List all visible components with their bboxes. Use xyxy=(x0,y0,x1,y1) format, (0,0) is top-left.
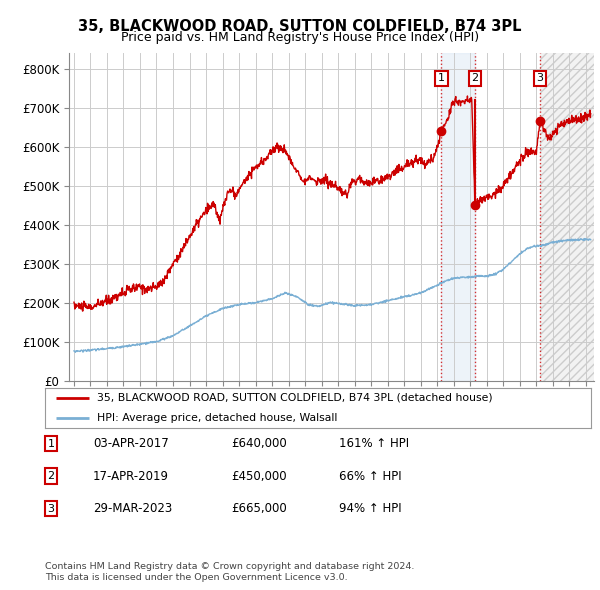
Text: 3: 3 xyxy=(47,504,55,513)
Text: 1: 1 xyxy=(47,439,55,448)
Text: 94% ↑ HPI: 94% ↑ HPI xyxy=(339,502,401,515)
Text: 161% ↑ HPI: 161% ↑ HPI xyxy=(339,437,409,450)
Text: £640,000: £640,000 xyxy=(231,437,287,450)
Text: 17-APR-2019: 17-APR-2019 xyxy=(93,470,169,483)
Bar xyxy=(540,53,594,381)
Text: 29-MAR-2023: 29-MAR-2023 xyxy=(93,502,172,515)
Text: HPI: Average price, detached house, Walsall: HPI: Average price, detached house, Wals… xyxy=(97,413,337,422)
Text: 1: 1 xyxy=(438,73,445,83)
Bar xyxy=(540,53,594,381)
Text: This data is licensed under the Open Government Licence v3.0.: This data is licensed under the Open Gov… xyxy=(45,572,347,582)
Text: Price paid vs. HM Land Registry's House Price Index (HPI): Price paid vs. HM Land Registry's House … xyxy=(121,31,479,44)
Text: 35, BLACKWOOD ROAD, SUTTON COLDFIELD, B74 3PL: 35, BLACKWOOD ROAD, SUTTON COLDFIELD, B7… xyxy=(78,19,522,34)
Text: £450,000: £450,000 xyxy=(231,470,287,483)
Text: 2: 2 xyxy=(47,471,55,481)
Text: 66% ↑ HPI: 66% ↑ HPI xyxy=(339,470,401,483)
Text: Contains HM Land Registry data © Crown copyright and database right 2024.: Contains HM Land Registry data © Crown c… xyxy=(45,562,415,571)
Text: 35, BLACKWOOD ROAD, SUTTON COLDFIELD, B74 3PL (detached house): 35, BLACKWOOD ROAD, SUTTON COLDFIELD, B7… xyxy=(97,393,493,402)
Text: £665,000: £665,000 xyxy=(231,502,287,515)
Bar xyxy=(441,53,475,381)
Text: 03-APR-2017: 03-APR-2017 xyxy=(93,437,169,450)
Text: 3: 3 xyxy=(536,73,544,83)
Text: 2: 2 xyxy=(472,73,479,83)
